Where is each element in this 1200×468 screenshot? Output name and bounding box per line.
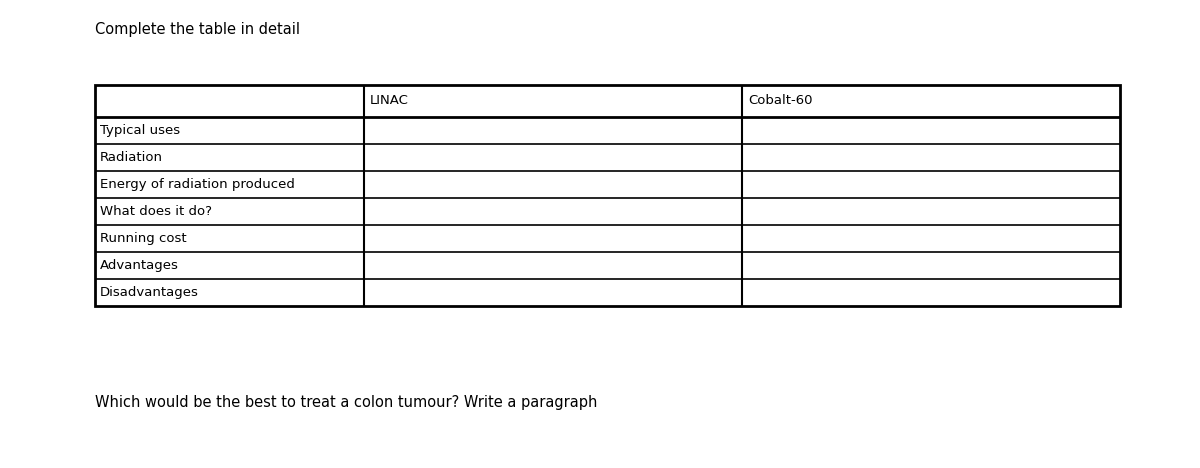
Text: Disadvantages: Disadvantages [100,286,199,299]
Text: LINAC: LINAC [370,95,408,108]
Text: Cobalt-60: Cobalt-60 [748,95,812,108]
Text: Which would be the best to treat a colon tumour? Write a paragraph: Which would be the best to treat a colon… [95,395,598,410]
Text: Energy of radiation produced: Energy of radiation produced [100,178,295,191]
Text: Running cost: Running cost [100,232,187,245]
Text: Typical uses: Typical uses [100,124,180,137]
Text: Complete the table in detail: Complete the table in detail [95,22,300,37]
Text: What does it do?: What does it do? [100,205,212,218]
Bar [95,85,1120,306]
Text: Advantages: Advantages [100,259,179,272]
Text: Radiation: Radiation [100,151,163,164]
